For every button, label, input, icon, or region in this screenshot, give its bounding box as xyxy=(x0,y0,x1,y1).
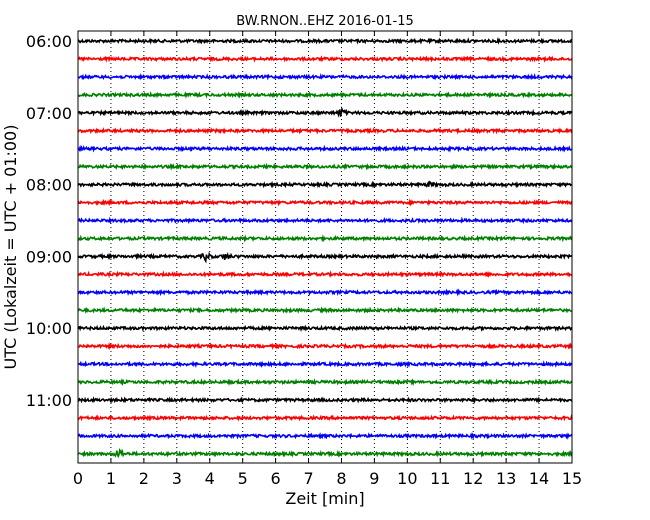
trace-0645 xyxy=(77,90,573,99)
trace-1130 xyxy=(77,432,573,440)
trace-0630 xyxy=(77,72,573,81)
trace-0615 xyxy=(77,55,573,63)
trace-0730 xyxy=(77,144,573,153)
trace-1100 xyxy=(77,396,573,404)
trace-1015 xyxy=(77,341,573,351)
trace-0930 xyxy=(77,288,573,297)
x-tick-label: 1 xyxy=(106,469,116,488)
seismic-traces xyxy=(77,36,573,459)
plot-frame xyxy=(77,30,573,464)
trace-1145 xyxy=(77,447,573,459)
trace-0815 xyxy=(77,198,573,207)
trace-0600 xyxy=(77,36,573,45)
trace-1030 xyxy=(77,360,573,369)
trace-0700 xyxy=(77,106,573,118)
x-tick-label: 13 xyxy=(496,469,516,488)
y-tick-label: 10:00 xyxy=(26,319,72,338)
trace-0845 xyxy=(77,234,573,243)
trace-0915 xyxy=(77,270,573,279)
x-tick-label: 14 xyxy=(529,469,549,488)
x-tick-label: 7 xyxy=(303,469,313,488)
y-tick-label: 11:00 xyxy=(26,391,72,410)
x-tick-label: 9 xyxy=(369,469,379,488)
y-tick-label: 09:00 xyxy=(26,247,72,266)
trace-0900 xyxy=(77,251,573,264)
chart-title: BW.RNON..EHZ 2016-01-15 xyxy=(236,14,414,29)
x-tick-label: 6 xyxy=(271,469,281,488)
trace-0830 xyxy=(77,216,573,225)
x-tick-label: 4 xyxy=(205,469,215,488)
x-tick-label: 0 xyxy=(73,469,83,488)
trace-1045 xyxy=(77,378,573,387)
trace-0800 xyxy=(77,180,573,189)
trace-0715 xyxy=(77,127,573,135)
x-tick-label: 12 xyxy=(463,469,483,488)
x-axis-ticks: 0 1 2 3 4 5 6 7 8 9 10 11 12 13 14 15 xyxy=(73,31,582,488)
grid-lines xyxy=(110,31,540,463)
y-tick-label: 08:00 xyxy=(26,176,72,195)
x-tick-label: 10 xyxy=(397,469,417,488)
y-axis-label: UTC (Lokalzeit = UTC + 01:00) xyxy=(1,125,20,370)
x-tick-label: 5 xyxy=(238,469,248,488)
x-tick-label: 15 xyxy=(562,469,582,488)
y-tick-label: 07:00 xyxy=(26,104,72,123)
x-tick-label: 11 xyxy=(430,469,450,488)
x-axis-label: Zeit [min] xyxy=(285,489,364,508)
x-tick-label: 3 xyxy=(172,469,182,488)
trace-0945 xyxy=(78,306,573,315)
x-tick-label: 2 xyxy=(139,469,149,488)
x-tick-label: 8 xyxy=(336,469,346,488)
y-axis-ticks: 06:00 07:00 08:00 09:00 10:00 11:00 xyxy=(26,32,572,410)
trace-1000 xyxy=(77,324,573,333)
trace-0745 xyxy=(77,162,573,171)
trace-1115 xyxy=(77,414,573,422)
y-tick-label: 06:00 xyxy=(26,32,72,51)
